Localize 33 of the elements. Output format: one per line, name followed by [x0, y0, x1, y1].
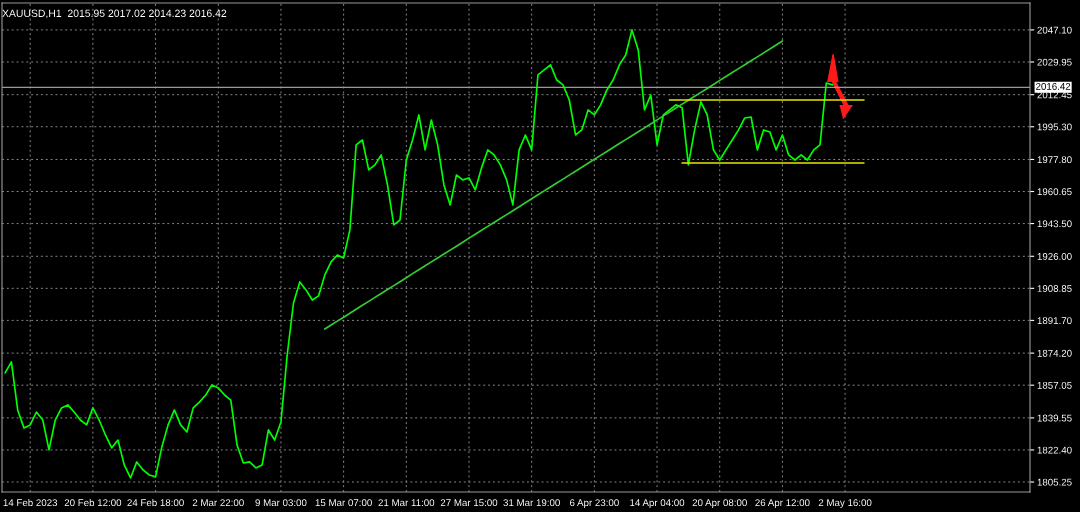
- x-tick-label: 20 Apr 08:00: [692, 499, 747, 509]
- x-tick-label: 24 Feb 18:00: [127, 498, 184, 507]
- y-tick-label: 2047.10: [1037, 26, 1072, 34]
- y-tick-label: 1908.85: [1037, 285, 1072, 292]
- x-tick-label: 15 Mar 07:00: [315, 499, 372, 507]
- y-tick-label: 1839.55: [1037, 414, 1072, 422]
- x-tick-label: 2 Mar 22:00: [192, 499, 244, 507]
- x-tick-label: 31 Mar 19:00: [503, 499, 560, 507]
- y-tick-label: 1822.40: [1037, 446, 1072, 454]
- x-tick-label: 6 Apr 23:00: [569, 499, 619, 509]
- y-tick-label: 1874.20: [1037, 349, 1072, 357]
- y-tick-label: 1805.25: [1037, 478, 1072, 486]
- y-tick-label: 1857.05: [1037, 381, 1072, 389]
- line-series: [323, 40, 784, 330]
- y-tick-label: 1943.50: [1037, 220, 1072, 228]
- x-tick-label: 2 May 16:00: [818, 499, 872, 509]
- y-tick-label: 1891.70: [1037, 317, 1072, 325]
- y-tick-label: 2029.95: [1037, 58, 1072, 66]
- text: XAUUSD,H1 2015.95 2017.02 2014.23 2016.42: [2, 9, 227, 19]
- x-tick-label: 14 Apr 04:00: [630, 499, 685, 509]
- x-tick-label: 26 Apr 12:00: [755, 499, 810, 509]
- x-tick-label: 9 Mar 03:00: [255, 499, 307, 507]
- y-tick-label: 1995.30: [1037, 123, 1072, 131]
- ref-line-label: 2016.42: [1036, 82, 1071, 90]
- x-tick-label: 21 Mar 11:00: [378, 499, 435, 507]
- y-tick-label: 1960.65: [1037, 188, 1072, 196]
- x-tick-label: 14 Feb 2023: [3, 498, 58, 507]
- line-series: [4, 29, 834, 479]
- y-tick-label: 1926.00: [1037, 253, 1072, 260]
- y-tick-label: 1977.80: [1037, 156, 1072, 164]
- x-tick-label: 27 Mar 15:00: [440, 499, 498, 507]
- x-tick-label: 20 Feb 12:00: [64, 498, 122, 507]
- y-tick-label: 2012.45: [1037, 91, 1072, 99]
